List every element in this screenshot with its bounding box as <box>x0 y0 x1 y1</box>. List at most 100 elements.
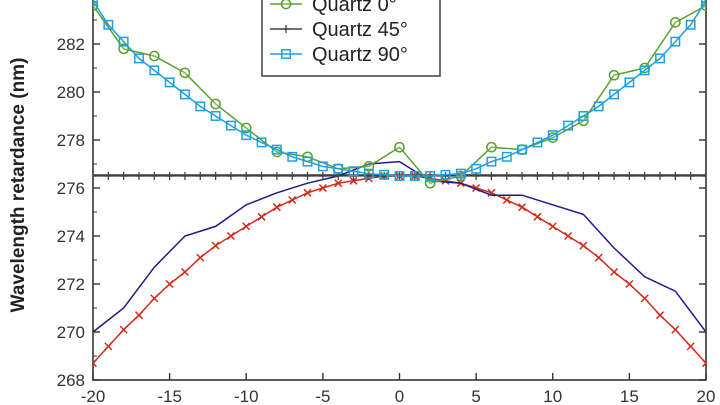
data-point-series-4 <box>671 325 680 334</box>
data-point-series-4 <box>150 294 159 303</box>
y-tick-label: 282 <box>57 35 85 54</box>
data-point-quartz-90- <box>93 0 98 6</box>
y-tick-label: 278 <box>57 131 85 150</box>
data-point-quartz-90- <box>271 144 282 155</box>
data-point-series-4 <box>104 342 113 351</box>
x-a <box>701 359 706 365</box>
x-b <box>288 195 297 205</box>
x-a <box>93 362 98 368</box>
data-point-series-4 <box>594 253 603 262</box>
data-point-quartz-90- <box>317 161 328 172</box>
x-b <box>518 203 527 212</box>
data-point-quartz-90- <box>455 168 466 179</box>
data-point-quartz-45- <box>594 172 603 180</box>
y-tick-label: 268 <box>57 371 85 390</box>
data-point-quartz-90- <box>195 101 206 112</box>
data-point-quartz-90- <box>578 111 589 121</box>
x-tick-label: 20 <box>697 387 716 405</box>
data-point-quartz-45- <box>656 172 665 180</box>
data-point-quartz-45- <box>686 172 695 180</box>
data-point-series-4 <box>701 359 706 368</box>
series-series-4 <box>93 171 706 368</box>
data-point-series-4 <box>686 342 695 351</box>
y-tick-label: 274 <box>57 227 85 246</box>
y-axis-title: Wavelength retardance (nm) <box>8 58 29 313</box>
x-b <box>610 267 619 277</box>
data-point-quartz-90- <box>103 19 114 30</box>
data-point-quartz-45- <box>134 172 143 180</box>
data-point-quartz-90- <box>609 89 619 100</box>
data-point-quartz-45- <box>579 172 588 180</box>
data-point-quartz-90- <box>149 65 160 76</box>
legend-entry: Quartz 0° <box>270 0 397 16</box>
x-tick-label: -20 <box>81 387 106 405</box>
data-point-quartz-90- <box>639 65 650 76</box>
x-b <box>165 279 174 289</box>
data-point-series-4 <box>318 183 327 193</box>
x-b <box>134 311 144 320</box>
data-point-quartz-0- <box>148 50 160 62</box>
data-point-quartz-45- <box>533 172 542 180</box>
x-b <box>318 183 327 193</box>
data-point-quartz-90- <box>471 163 482 174</box>
data-point-quartz-0- <box>179 67 191 79</box>
data-point-quartz-90- <box>256 137 267 148</box>
data-point-quartz-45- <box>257 172 266 180</box>
x-b <box>180 267 189 277</box>
x-b <box>472 183 481 193</box>
data-point-quartz-45- <box>487 172 496 180</box>
data-point-quartz-45- <box>702 172 706 180</box>
data-point-quartz-90- <box>287 151 298 162</box>
series-quartz-90- <box>93 0 706 181</box>
x-b <box>533 212 542 221</box>
x-b <box>594 253 603 262</box>
data-point-quartz-90- <box>532 137 543 148</box>
data-point-quartz-45- <box>165 172 174 180</box>
x-b <box>655 311 665 320</box>
x-b <box>564 231 573 241</box>
data-point-quartz-90- <box>486 156 497 167</box>
x-tick-label: 15 <box>620 387 639 405</box>
data-point-quartz-90- <box>563 120 574 131</box>
data-point-quartz-90- <box>241 130 252 141</box>
data-point-quartz-45- <box>93 172 97 180</box>
data-point-series-4 <box>303 188 312 197</box>
x-b <box>150 294 159 303</box>
x-b <box>104 342 113 351</box>
y-tick-label: 272 <box>57 275 85 294</box>
data-point-quartz-90- <box>333 163 344 174</box>
x-b <box>242 222 251 231</box>
data-point-quartz-90- <box>425 171 436 181</box>
data-point-quartz-90- <box>655 53 665 64</box>
data-point-quartz-0- <box>670 17 681 28</box>
x-tick-label: -5 <box>315 387 330 405</box>
data-point-quartz-45- <box>640 172 649 180</box>
data-point-series-4 <box>180 267 189 277</box>
legend-label: Quartz 90° <box>312 44 408 66</box>
data-point-series-4 <box>119 325 128 334</box>
data-point-series-4 <box>134 311 144 320</box>
data-point-quartz-90- <box>180 89 190 100</box>
data-point-quartz-90- <box>394 171 405 181</box>
legend-entry: Quartz 45° <box>270 19 408 41</box>
data-point-quartz-45- <box>671 172 680 180</box>
data-point-quartz-90- <box>363 168 374 179</box>
data-point-quartz-90- <box>302 156 313 167</box>
x-b <box>211 241 220 250</box>
data-point-quartz-0- <box>394 141 405 153</box>
x-b <box>349 176 358 185</box>
data-point-quartz-90- <box>517 144 528 155</box>
data-point-series-4 <box>518 203 527 212</box>
x-b <box>701 362 706 368</box>
legend-box <box>261 0 441 77</box>
data-point-quartz-0- <box>210 98 221 110</box>
data-point-series-4 <box>334 179 343 188</box>
data-point-series-4 <box>610 267 619 277</box>
data-point-quartz-45- <box>196 172 205 180</box>
data-point-quartz-45- <box>288 172 297 180</box>
data-point-quartz-45- <box>564 172 573 180</box>
data-point-series-4 <box>165 279 174 289</box>
data-point-series-4 <box>257 212 266 221</box>
data-point-quartz-45- <box>318 172 327 180</box>
data-point-quartz-45- <box>625 172 634 180</box>
